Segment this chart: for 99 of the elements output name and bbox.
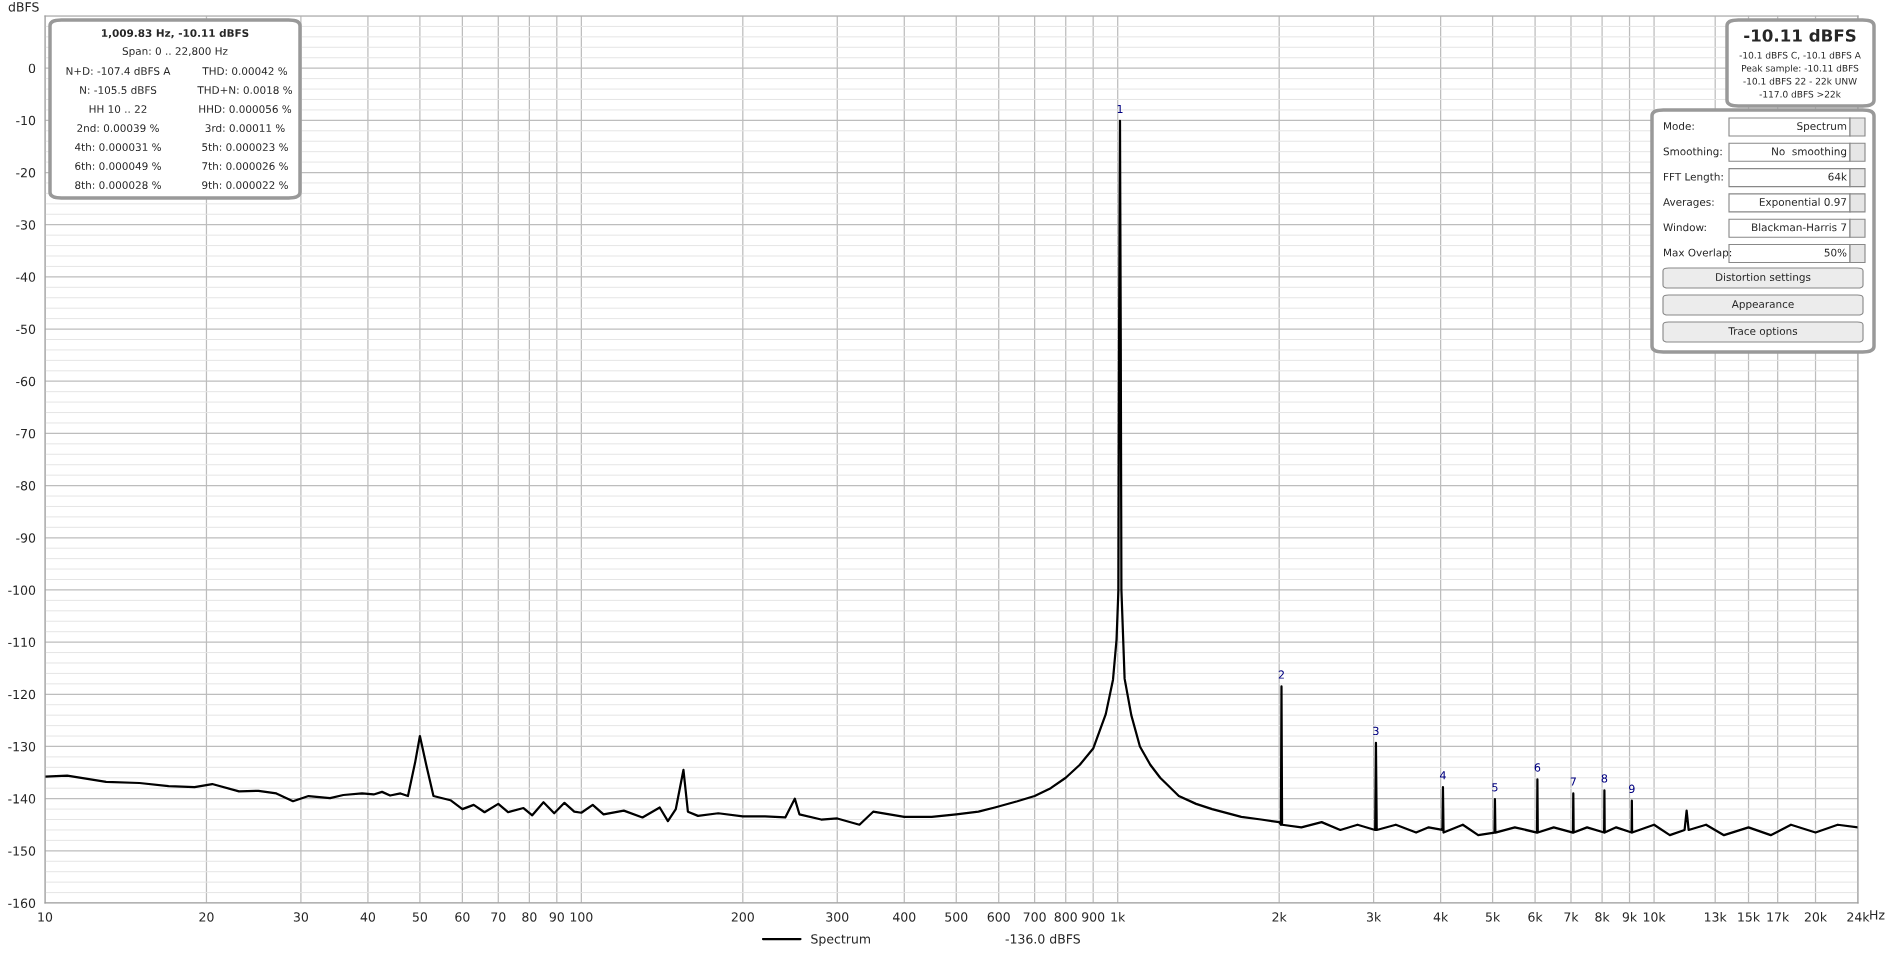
x-tick-label: 20k — [1804, 912, 1828, 922]
annotation: 8th: 0.000028 % — [75, 180, 161, 190]
annotation: HHD: 0.000056 % — [199, 105, 292, 114]
x-tick-label: 500 — [945, 912, 968, 922]
y-tick-label: -110 — [8, 637, 36, 648]
annotation: 50% — [1824, 248, 1847, 257]
annotation: 2nd: 0.00039 % — [77, 123, 159, 133]
annotation: Span: 0 .. 22,800 Hz — [122, 47, 228, 58]
y-tick-label: -150 — [8, 846, 36, 856]
annotation: HH 10 .. 22 — [89, 105, 147, 114]
y-tick-label: -20 — [16, 168, 36, 178]
y-axis-title: dBFS — [8, 1, 39, 12]
x-tick-label: 13k — [1704, 912, 1727, 922]
annotation: -10.1 dBFS 22 - 22k UNW — [1743, 77, 1857, 85]
x-tick-label: 800 — [1054, 912, 1077, 922]
x-tick-label: 4k — [1433, 912, 1449, 922]
annotation: 1 — [1117, 104, 1123, 114]
annotation: THD: 0.00042 % — [202, 67, 288, 76]
y-tick-label: 0 — [28, 63, 36, 74]
annotation: 6 — [1534, 763, 1541, 772]
y-tick-label: -70 — [16, 428, 36, 439]
x-tick-label: 10 — [38, 912, 53, 922]
annotation: Window: — [1663, 223, 1706, 232]
annotation: 3rd: 0.00011 % — [205, 123, 285, 133]
annotation: 5 — [1492, 783, 1498, 792]
annotation: Distortion settings — [1716, 272, 1811, 284]
x-tick-label: 200 — [731, 912, 754, 922]
annotation: -117.0 dBFS >22k — [1759, 90, 1841, 98]
y-tick-label: -50 — [16, 324, 36, 334]
x-tick-label: 5k — [1485, 912, 1501, 922]
annotation: -10.11 dBFS — [1744, 28, 1856, 42]
x-tick-label: 700 — [1023, 912, 1046, 922]
annotation: Blackman-Harris 7 — [1752, 223, 1847, 232]
x-tick-label: 80 — [522, 912, 537, 922]
annotation: 4 — [1439, 771, 1446, 780]
y-tick-label: -140 — [8, 794, 36, 804]
y-tick-label: -160 — [8, 898, 36, 908]
y-tick-label: -80 — [16, 481, 36, 491]
text: -136.0 dBFS — [1005, 933, 1080, 944]
x-tick-label: 6k — [1528, 912, 1543, 922]
y-tick-label: -120 — [8, 689, 36, 700]
annotation: 1,009.83 Hz, -10.11 dBFS — [102, 28, 249, 39]
x-tick-label: 50 — [412, 912, 428, 922]
y-tick-label: -130 — [8, 741, 36, 752]
annotation: 7 — [1570, 777, 1576, 786]
y-tick-label: -30 — [16, 220, 36, 230]
annotation: 5th: 0.000023 % — [202, 142, 288, 152]
x-tick-label: 7k — [1564, 912, 1579, 922]
x-tick-label: 3k — [1366, 912, 1382, 922]
x-tick-label: 17k — [1767, 912, 1790, 922]
x-tick-label: 8k — [1595, 912, 1610, 922]
x-tick-label: 2k — [1272, 912, 1287, 922]
annotation: 2 — [1278, 670, 1284, 679]
annotation: Peak sample: -10.11 dBFS — [1742, 64, 1859, 74]
annotation: -10.1 dBFS C, -10.1 dBFS A — [1739, 51, 1861, 60]
y-tick-label: -60 — [16, 376, 36, 387]
x-tick-label: 60 — [455, 912, 470, 922]
y-tick-label: -100 — [8, 585, 36, 595]
y-tick-label: -40 — [16, 272, 36, 282]
annotation: Averages: — [1663, 198, 1714, 208]
x-tick-label: 30 — [293, 912, 309, 922]
x-tick-label: 900 — [1082, 912, 1105, 922]
y-tick-label: -90 — [16, 533, 36, 543]
annotation: 3 — [1373, 726, 1379, 736]
x-tick-label: 400 — [892, 912, 916, 922]
x-tick-label: 600 — [987, 912, 1010, 922]
annotation: THD+N: 0.0018 % — [197, 86, 293, 95]
annotation: Smoothing: — [1663, 147, 1722, 158]
annotation: Trace options — [1728, 326, 1798, 338]
x-tick-label: 100 — [570, 912, 593, 922]
annotation: 9 — [1629, 784, 1635, 794]
annotation: 8 — [1601, 774, 1608, 783]
x-tick-label: 20 — [199, 912, 214, 922]
annotation: Appearance — [1731, 300, 1794, 311]
x-tick-label: 90 — [549, 912, 564, 922]
annotation: FFT Length: — [1664, 172, 1723, 183]
x-tick-label: 15k — [1738, 912, 1761, 922]
annotation: Exponential 0.97 — [1759, 197, 1847, 208]
annotation: No smoothing — [1772, 147, 1847, 158]
x-axis-title: Hz — [1870, 910, 1885, 920]
x-tick-label: 1k — [1111, 912, 1126, 922]
x-tick-label: 40 — [360, 912, 376, 922]
annotation: 7th: 0.000026 % — [202, 161, 288, 171]
annotation: 4th: 0.000031 % — [74, 142, 161, 152]
annotation: Mode: — [1664, 121, 1694, 131]
annotation: 6th: 0.000049 % — [75, 161, 161, 171]
y-tick-label: -10 — [16, 115, 36, 126]
annotation: Spectrum — [1797, 122, 1847, 133]
annotation: 64k — [1828, 172, 1847, 181]
annotation: N+D: -107.4 dBFS A — [66, 66, 171, 76]
annotation: Max Overlap: — [1664, 248, 1732, 259]
x-tick-label: 300 — [826, 912, 849, 922]
x-tick-label: 70 — [491, 912, 506, 922]
x-tick-label: 10k — [1643, 912, 1666, 922]
x-tick-label: 9k — [1622, 912, 1638, 922]
annotation: N: -105.5 dBFS — [80, 85, 157, 95]
x-tick-label: 24k — [1847, 912, 1870, 922]
legend-label: Spectrum — [811, 934, 870, 947]
annotation: 9th: 0.000022 % — [202, 180, 288, 190]
